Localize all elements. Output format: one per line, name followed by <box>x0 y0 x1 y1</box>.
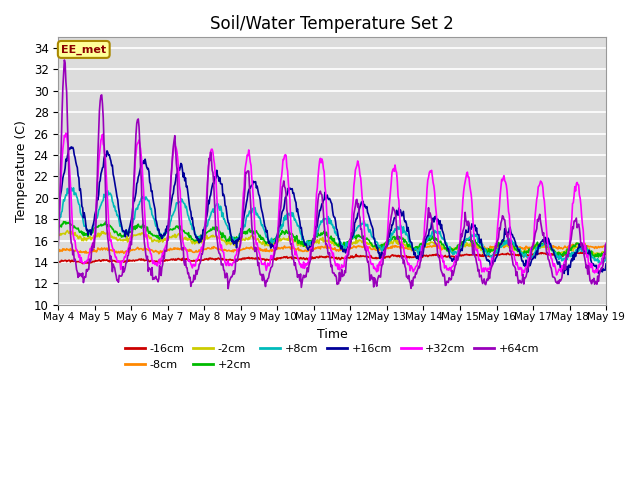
-16cm <box>54 259 62 265</box>
-8cm <box>121 250 129 255</box>
+2cm <box>122 232 129 238</box>
+2cm <box>60 219 67 225</box>
+8cm <box>54 221 62 227</box>
+16cm <box>399 208 407 214</box>
+8cm <box>415 245 423 251</box>
+32cm <box>415 258 423 264</box>
+2cm <box>602 249 610 254</box>
-2cm <box>54 232 62 238</box>
+64cm <box>225 286 232 291</box>
-8cm <box>54 249 62 255</box>
+64cm <box>61 57 68 63</box>
-16cm <box>79 261 86 266</box>
+32cm <box>62 130 70 136</box>
Line: -16cm: -16cm <box>58 252 606 264</box>
-16cm <box>602 250 610 256</box>
+2cm <box>65 219 73 225</box>
-8cm <box>206 246 214 252</box>
+16cm <box>415 255 423 261</box>
+32cm <box>122 254 129 260</box>
-8cm <box>177 246 185 252</box>
+8cm <box>399 224 407 229</box>
+16cm <box>602 261 610 267</box>
+32cm <box>518 273 526 279</box>
+32cm <box>602 240 610 246</box>
+8cm <box>602 254 610 260</box>
-8cm <box>65 247 72 252</box>
-2cm <box>551 252 559 258</box>
+16cm <box>564 272 572 277</box>
-16cm <box>206 256 214 262</box>
+64cm <box>177 239 185 245</box>
+2cm <box>415 243 423 249</box>
+32cm <box>206 154 214 160</box>
+16cm <box>54 202 62 208</box>
-16cm <box>177 256 185 262</box>
+64cm <box>206 158 214 164</box>
Line: +8cm: +8cm <box>58 188 606 263</box>
-2cm <box>415 246 423 252</box>
+64cm <box>54 242 62 248</box>
-8cm <box>602 242 610 248</box>
+8cm <box>122 229 129 235</box>
X-axis label: Time: Time <box>317 328 348 341</box>
-2cm <box>177 233 185 239</box>
-2cm <box>63 228 71 233</box>
+2cm <box>399 236 407 241</box>
+2cm <box>206 228 214 234</box>
-2cm <box>122 237 129 242</box>
-16cm <box>415 254 423 260</box>
+8cm <box>67 185 75 191</box>
-2cm <box>206 234 214 240</box>
Line: -8cm: -8cm <box>58 243 606 254</box>
+64cm <box>417 260 424 265</box>
Line: +16cm: +16cm <box>58 147 606 275</box>
+8cm <box>65 191 72 196</box>
+8cm <box>597 260 605 266</box>
+8cm <box>206 214 214 220</box>
-2cm <box>602 249 610 255</box>
Y-axis label: Temperature (C): Temperature (C) <box>15 120 28 222</box>
+64cm <box>65 174 73 180</box>
+16cm <box>122 234 129 240</box>
+2cm <box>591 254 598 260</box>
-16cm <box>65 258 72 264</box>
+16cm <box>206 194 214 200</box>
-8cm <box>415 248 423 253</box>
+16cm <box>177 160 185 166</box>
-16cm <box>570 249 577 255</box>
+2cm <box>54 225 62 230</box>
-16cm <box>122 259 129 264</box>
-8cm <box>399 245 407 251</box>
+32cm <box>54 229 62 235</box>
-8cm <box>155 251 163 257</box>
Text: EE_met: EE_met <box>61 44 106 55</box>
-2cm <box>65 230 73 236</box>
+16cm <box>67 144 75 150</box>
Line: +2cm: +2cm <box>58 222 606 257</box>
-8cm <box>573 240 580 246</box>
+64cm <box>602 241 610 247</box>
Line: +64cm: +64cm <box>58 60 606 288</box>
+32cm <box>65 156 73 161</box>
+64cm <box>401 257 408 263</box>
Title: Soil/Water Temperature Set 2: Soil/Water Temperature Set 2 <box>211 15 454 33</box>
+16cm <box>65 150 72 156</box>
+64cm <box>122 264 129 270</box>
+8cm <box>177 199 185 205</box>
Line: +32cm: +32cm <box>58 133 606 276</box>
Legend: -16cm, -8cm, -2cm, +2cm, +8cm, +16cm, +32cm, +64cm: -16cm, -8cm, -2cm, +2cm, +8cm, +16cm, +3… <box>120 339 544 374</box>
+32cm <box>399 244 407 250</box>
-16cm <box>399 254 407 260</box>
+32cm <box>177 208 185 214</box>
Line: -2cm: -2cm <box>58 230 606 255</box>
-2cm <box>399 241 407 247</box>
+2cm <box>177 227 185 232</box>
